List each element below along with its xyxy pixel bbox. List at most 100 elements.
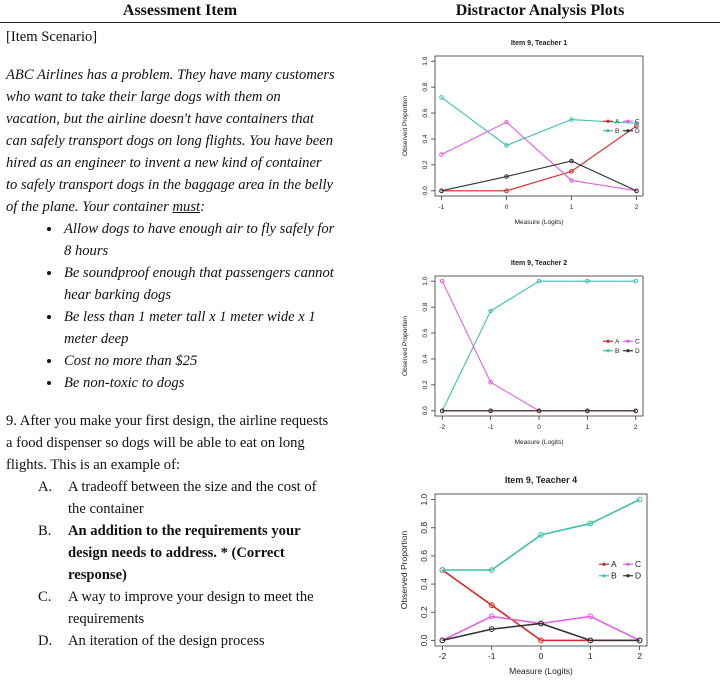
y-tick-label: 0.0 — [419, 634, 429, 646]
y-tick-label: 0.6 — [422, 108, 429, 117]
x-tick-label: -2 — [439, 424, 445, 431]
emphasis: must — [172, 199, 201, 215]
x-tick-label: 2 — [635, 204, 639, 211]
chart: Item 9, Teacher 1 0.0 0.2 0.4 0.6 0.8 1.0 -1 0 1 2… — [402, 40, 644, 226]
series-line — [442, 615, 640, 642]
series-line — [441, 280, 636, 412]
x-tick-label: 1 — [588, 651, 593, 661]
y-tick-label: 0.4 — [422, 354, 429, 363]
series-line — [441, 125, 637, 192]
chart: Item 9, Teacher 4 0.0 0.2 0.4 0.6 0.8 1.0 -2 -1 0… — [399, 475, 648, 676]
point — [504, 119, 509, 125]
legend-label: D — [635, 128, 640, 135]
series-line — [442, 622, 640, 642]
point — [439, 567, 446, 573]
point — [439, 278, 445, 284]
option-text: An iteration of the design process — [68, 633, 265, 649]
option: A. A tradeoff between the size and the co… — [38, 476, 336, 520]
plot-frame — [434, 55, 644, 197]
point — [633, 408, 639, 414]
point — [439, 95, 444, 100]
series-line — [441, 160, 637, 192]
legend-label: B — [615, 348, 619, 355]
chart-title: Item 9, Teacher 1 — [511, 40, 567, 47]
options: A. A tradeoff between the size and the co… — [6, 476, 336, 652]
point — [439, 637, 446, 644]
legend-marker — [606, 349, 610, 353]
point — [569, 158, 574, 164]
header-rule — [0, 22, 720, 23]
point — [636, 496, 643, 503]
legend-label: B — [611, 571, 617, 581]
legend-label: D — [635, 348, 640, 355]
point — [504, 174, 509, 179]
point — [536, 408, 542, 414]
x-tick-label: -2 — [439, 651, 447, 661]
x-tick-label: 1 — [586, 424, 590, 431]
x-axis-label: Measure (Logits) — [515, 439, 564, 446]
point — [488, 626, 495, 633]
chart-title: Item 9, Teacher 4 — [505, 475, 577, 485]
point — [538, 620, 544, 627]
requirement: Be non-toxic to dogs — [62, 372, 336, 394]
y-tick-label: 0.0 — [422, 186, 429, 195]
x-tick-label: 0 — [539, 651, 544, 661]
series-line — [441, 121, 637, 192]
point — [585, 408, 590, 414]
x-tick-label: -1 — [439, 204, 445, 211]
option-letter: C. — [38, 589, 52, 605]
point — [569, 117, 574, 122]
x-axis-label: Measure (Logits) — [509, 666, 573, 676]
point — [488, 602, 495, 609]
point — [587, 613, 594, 620]
point — [488, 408, 493, 414]
y-tick-label: 0.2 — [422, 380, 429, 389]
y-tick-label: 0.8 — [422, 82, 429, 91]
point — [488, 567, 495, 573]
assessment-item: [Item Scenario] ABC Airlines has a probl… — [6, 26, 336, 652]
legend-label: A — [615, 339, 620, 346]
requirement: Be soundproof enough that passengers can… — [62, 262, 336, 306]
x-tick-label: 1 — [570, 204, 574, 211]
legend-marker — [602, 574, 606, 578]
legend-label: C — [635, 119, 640, 126]
point — [488, 379, 493, 385]
requirement: Allow dogs to have enough air to fly saf… — [62, 218, 336, 262]
plot-frame — [434, 275, 644, 417]
option-text: An addition to the requirements your des… — [68, 523, 301, 583]
point — [536, 278, 542, 284]
option-text: A way to improve your design to meet the… — [68, 589, 314, 627]
x-tick-label: -1 — [488, 424, 494, 431]
y-tick-label: 0.4 — [419, 578, 429, 590]
point — [538, 531, 544, 538]
x-tick-label: 0 — [537, 424, 541, 431]
point — [439, 152, 444, 157]
y-tick-label: 0.6 — [422, 328, 429, 337]
legend-marker — [626, 119, 630, 123]
y-tick-label: 1.0 — [422, 276, 429, 285]
legend-marker — [606, 339, 610, 343]
y-axis-label: Observed Proportion — [399, 531, 409, 610]
legend-label: B — [615, 128, 619, 135]
legend-label: A — [615, 119, 620, 126]
point — [569, 178, 574, 183]
point — [633, 278, 639, 284]
series-line — [441, 280, 636, 412]
option: D. An iteration of the design process — [38, 630, 336, 652]
legend-label: C — [635, 559, 641, 569]
scenario: ABC Airlines has a problem. They have ma… — [6, 64, 336, 218]
question: 9. After you make your first design, the… — [6, 413, 329, 473]
point — [585, 278, 590, 284]
x-tick-label: -1 — [488, 651, 496, 661]
legend-label: D — [635, 571, 641, 581]
y-tick-label: 0.2 — [419, 606, 429, 618]
option-letter: B. — [38, 523, 52, 539]
requirement: Be less than 1 meter tall x 1 meter wide… — [62, 306, 336, 350]
legend-marker — [606, 129, 610, 133]
point — [569, 169, 574, 174]
option: B. An addition to the requirements your d… — [38, 520, 336, 586]
option-letter: D. — [38, 633, 53, 649]
requirement: Cost no more than $25 — [62, 350, 336, 372]
point — [439, 188, 444, 194]
option: C. A way to improve your design to meet t… — [38, 586, 336, 630]
